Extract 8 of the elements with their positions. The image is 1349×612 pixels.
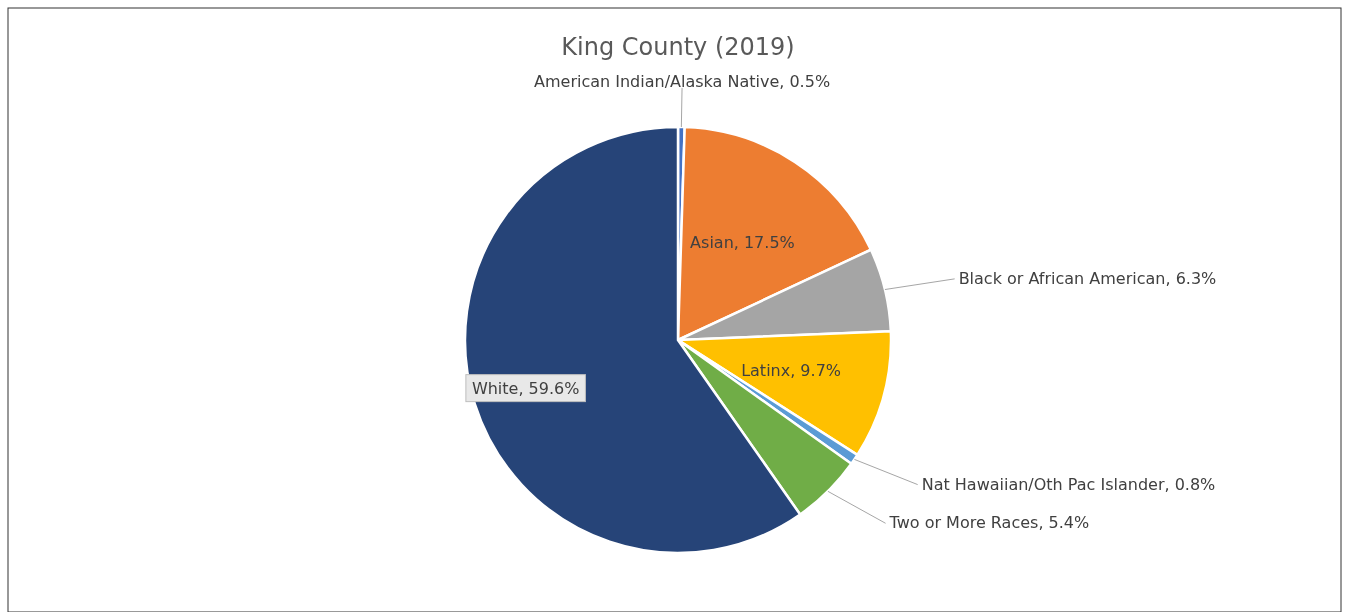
chart-title: King County (2019) <box>561 33 795 61</box>
slice-label: Black or African American, 6.3% <box>958 268 1217 288</box>
slice-label: Asian, 17.5% <box>690 232 795 252</box>
slice-label: American Indian/Alaska Native, 0.5% <box>534 72 831 92</box>
slice-label: Latinx, 9.7% <box>741 361 842 381</box>
slice-label: Nat Hawaiian/Oth Pac Islander, 0.8% <box>921 474 1216 494</box>
slice-label: White, 59.6% <box>471 378 580 398</box>
slice-label: Two or More Races, 5.4% <box>888 513 1090 533</box>
